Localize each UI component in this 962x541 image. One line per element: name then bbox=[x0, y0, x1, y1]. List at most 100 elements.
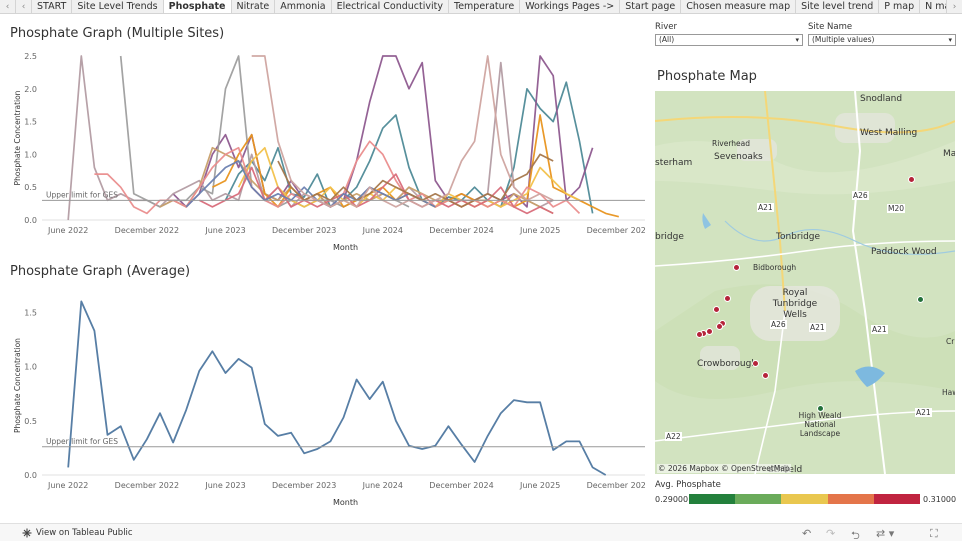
tab-p-map[interactable]: P map bbox=[879, 0, 921, 13]
site-name-select-value: (Multiple values) bbox=[812, 35, 875, 44]
tab-chosen-measure-map[interactable]: Chosen measure map bbox=[681, 0, 797, 13]
place-label: Paddock Wood bbox=[871, 247, 937, 257]
tableau-logo-icon bbox=[22, 528, 32, 538]
x-tick-label: June 2024 bbox=[362, 226, 403, 235]
undo-icon[interactable]: ↶ bbox=[802, 527, 812, 540]
tab-electrical-conductivity[interactable]: Electrical Conductivity bbox=[332, 0, 449, 13]
site-marker[interactable] bbox=[716, 323, 723, 330]
legend-swatch bbox=[689, 494, 736, 504]
site-marker[interactable] bbox=[713, 306, 720, 313]
y-tick-label: 1.0 bbox=[24, 363, 37, 372]
phosphate-map[interactable]: Snodland West Malling Mai sterham Riverh… bbox=[655, 91, 955, 474]
road-label: A21 bbox=[915, 408, 932, 417]
prev-tab-button[interactable]: ‹ bbox=[16, 0, 32, 13]
place-label: Sevenoaks bbox=[714, 152, 763, 162]
map-base-layer bbox=[655, 91, 955, 474]
series-line bbox=[212, 114, 620, 218]
y-tick-label: 1.5 bbox=[24, 118, 37, 127]
site-marker[interactable] bbox=[696, 331, 703, 338]
legend-swatch bbox=[735, 494, 782, 504]
tab-site-level-trends[interactable]: Site Level Trends bbox=[72, 0, 164, 13]
tab-site-level-trend[interactable]: Site level trend bbox=[796, 0, 880, 13]
share-icon[interactable]: ⇄ ▾ bbox=[876, 527, 895, 540]
x-tick-label: December 2022 bbox=[115, 481, 179, 490]
fullscreen-icon[interactable]: ⛶ bbox=[930, 527, 938, 540]
revert-icon[interactable]: ⮌ bbox=[851, 529, 860, 541]
river-select[interactable]: (All) ▾ bbox=[655, 34, 803, 46]
tab-workings-pages[interactable]: Workings Pages -> bbox=[520, 0, 621, 13]
x-tick-label: December 2024 bbox=[429, 481, 493, 490]
series-line bbox=[185, 160, 436, 208]
site-marker[interactable] bbox=[733, 264, 740, 271]
map-title: Phosphate Map bbox=[657, 69, 757, 84]
place-label: Tonbridge bbox=[776, 232, 821, 242]
x-tick-label: June 2024 bbox=[362, 481, 403, 490]
site-marker[interactable] bbox=[908, 176, 915, 183]
place-label: Royal Tunbridge Wells bbox=[772, 288, 818, 320]
road-label: A21 bbox=[809, 323, 826, 332]
dropdown-arrow-icon: ▾ bbox=[795, 36, 799, 44]
site-name-filter-label: Site Name bbox=[808, 22, 853, 32]
site-marker[interactable] bbox=[917, 296, 924, 303]
y-tick-label: 0.5 bbox=[24, 183, 37, 192]
site-marker[interactable] bbox=[817, 405, 824, 412]
tab-n-map[interactable]: N map bbox=[920, 0, 946, 13]
view-on-tableau-link[interactable]: View on Tableau Public bbox=[22, 528, 133, 538]
place-label: Mai bbox=[943, 149, 955, 159]
place-label: Hawk bbox=[942, 388, 955, 397]
tab-temperature[interactable]: Temperature bbox=[449, 0, 521, 13]
river-filter-label: River bbox=[655, 22, 678, 32]
series-line bbox=[277, 153, 554, 208]
legend-color-ramp bbox=[689, 494, 921, 504]
x-axis-label: Month bbox=[333, 243, 358, 252]
y-tick-label: 0.5 bbox=[24, 417, 37, 426]
average-chart: 1.5 1.0 0.5 0.0 Phosphate Concentration June … bbox=[13, 300, 645, 507]
tab-nitrate[interactable]: Nitrate bbox=[232, 0, 276, 13]
site-marker[interactable] bbox=[752, 360, 759, 367]
x-tick-label: June 2022 bbox=[47, 226, 88, 235]
tab-start[interactable]: START bbox=[32, 0, 73, 13]
x-tick-label: December 2025 bbox=[587, 226, 645, 235]
chart-title-average: Phosphate Graph (Average) bbox=[10, 264, 191, 279]
site-name-select[interactable]: (Multiple values) ▾ bbox=[808, 34, 956, 46]
x-tick-label: June 2023 bbox=[204, 481, 245, 490]
next-tab-button[interactable]: › bbox=[946, 0, 962, 13]
road-label: A21 bbox=[757, 203, 774, 212]
tab-start-page[interactable]: Start page bbox=[620, 0, 682, 13]
reference-line-label: Upper limit for GES bbox=[46, 437, 118, 446]
y-tick-label: 0.0 bbox=[24, 216, 37, 225]
chevron-right-icon: › bbox=[952, 1, 957, 12]
first-tab-button[interactable]: ‹ bbox=[0, 0, 16, 13]
x-tick-label: December 2023 bbox=[272, 481, 336, 490]
place-label: Snodland bbox=[860, 94, 903, 104]
multiple-sites-chart: 2.5 2.0 1.5 1.0 0.5 0.0 Phosphate Concentratio… bbox=[13, 52, 645, 252]
place-label: Riverhead bbox=[712, 139, 751, 148]
redo-icon[interactable]: ↷ bbox=[826, 527, 836, 540]
x-tick-label: December 2025 bbox=[587, 481, 645, 490]
place-label: sterham bbox=[655, 158, 693, 168]
color-legend: Avg. Phosphate 0.29000 0.31000 bbox=[655, 480, 957, 504]
place-label: West Malling bbox=[860, 128, 918, 138]
legend-max: 0.31000 bbox=[923, 494, 957, 504]
chart-title-multiple-sites: Phosphate Graph (Multiple Sites) bbox=[10, 26, 225, 41]
series-line bbox=[67, 300, 607, 476]
y-tick-label: 1.5 bbox=[24, 308, 37, 317]
road-label: A22 bbox=[665, 432, 682, 441]
tab-list: START Site Level Trends Phosphate Nitrate Am… bbox=[32, 0, 946, 13]
site-marker[interactable] bbox=[724, 295, 731, 302]
tab-phosphate[interactable]: Phosphate bbox=[163, 0, 232, 13]
site-marker[interactable] bbox=[762, 372, 769, 379]
road-label: A21 bbox=[871, 325, 888, 334]
site-name-filter: Site Name (Multiple values) ▾ bbox=[808, 22, 956, 46]
tab-ammonia[interactable]: Ammonia bbox=[275, 0, 332, 13]
site-marker[interactable] bbox=[706, 328, 713, 335]
view-on-tableau-label: View on Tableau Public bbox=[36, 528, 133, 538]
y-tick-label: 2.5 bbox=[24, 52, 37, 61]
reference-line-label: Upper limit for GES bbox=[46, 190, 118, 199]
x-tick-label: June 2022 bbox=[47, 481, 88, 490]
place-label: Crowborough bbox=[697, 359, 758, 369]
chevron-left-icon: ‹ bbox=[5, 1, 10, 12]
x-axis-label: Month bbox=[333, 498, 358, 507]
chevron-left-icon: ‹ bbox=[21, 1, 26, 12]
